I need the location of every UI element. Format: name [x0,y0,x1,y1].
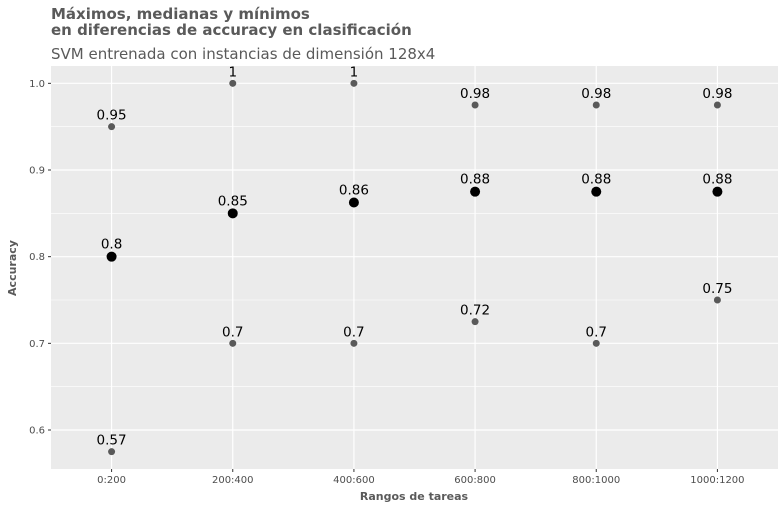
min-data-label: 0.7 [586,324,607,340]
max-data-label: 1 [350,64,359,80]
median-data-label: 0.86 [339,183,369,199]
min-point [592,339,600,347]
median-point [348,197,359,208]
plot-panel [51,66,778,469]
min-data-label: 0.57 [97,433,127,449]
max-point [471,101,479,109]
x-axis-title: Rangos de tareas [360,490,469,503]
chart-title-line1: Máximos, medianas y mínimos [51,5,310,23]
min-point [471,318,479,326]
min-point [350,339,358,347]
max-point [108,123,116,131]
min-data-label: 0.72 [460,303,490,319]
max-point [592,101,600,109]
x-tick-label: 600:800 [454,475,496,486]
max-data-label: 0.98 [702,86,732,102]
x-tick-label: 1000:1200 [690,475,744,486]
median-data-label: 0.8 [101,237,122,253]
min-point [108,448,116,456]
x-axis-ticks: 0:200 200:400 400:600 600:800 800:1000 1000:1… [97,469,745,486]
min-point [713,296,721,304]
max-point [713,101,721,109]
max-data-label: 0.95 [97,108,127,124]
x-tick-label: 0:200 [97,475,126,486]
chart-subtitle: SVM entrenada con instancias de dimensió… [51,45,435,63]
median-data-label: 0.88 [460,172,490,188]
y-tick-label: 0.6 [29,426,45,437]
max-point [229,79,237,87]
y-axis-title: Accuracy [6,240,19,296]
median-data-label: 0.85 [218,193,248,209]
max-data-label: 1 [228,64,237,80]
min-point [229,339,237,347]
max-data-label: 0.98 [581,86,611,102]
chart-title-line2: en diferencias de accuracy en clasificac… [51,21,412,39]
median-data-label: 0.88 [581,172,611,188]
x-tick-label: 800:1000 [572,475,620,486]
y-tick-label: 0.7 [29,339,45,350]
max-data-label: 0.98 [460,86,490,102]
y-tick-label: 0.8 [29,252,45,263]
median-point [470,186,481,197]
data-points [106,79,723,456]
y-tick-label: 1.0 [29,79,45,90]
median-point [712,186,723,197]
median-point [591,186,602,197]
grid-lines [51,66,778,469]
min-data-label: 0.75 [702,281,732,297]
min-data-label: 0.7 [222,324,243,340]
median-data-label: 0.88 [702,172,732,188]
x-tick-label: 400:600 [333,475,375,486]
x-tick-label: 200:400 [212,475,254,486]
median-point [106,251,117,262]
median-point [227,208,238,219]
max-point [350,79,358,87]
y-axis-ticks: 0.6 0.7 0.8 0.9 1.0 [29,79,51,437]
y-tick-label: 0.9 [29,166,45,177]
data-labels: 0.95 1 1 0.98 0.98 0.98 0.8 0.85 0.86 0.88 0.88 0.8… [97,64,733,448]
min-data-label: 0.7 [343,324,364,340]
